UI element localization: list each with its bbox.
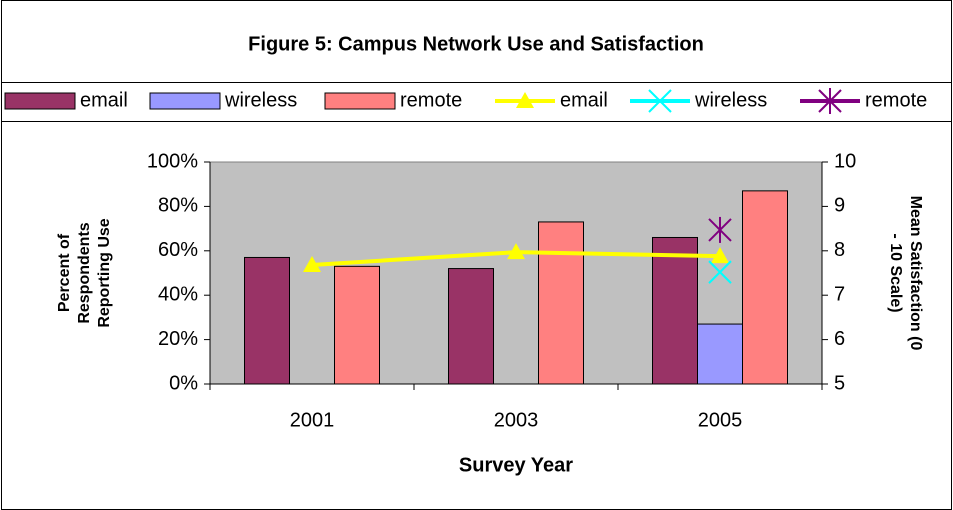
y-tick-label: 60% (158, 239, 198, 261)
x-tick-label: 2005 (698, 409, 743, 431)
legend-label: wireless (224, 89, 297, 111)
legend-label: remote (865, 89, 927, 111)
bar (448, 268, 494, 385)
axis-label-line: Respondents (76, 222, 93, 323)
axis-label: Percent of Respondents Reporting Use (56, 218, 113, 327)
y-tick-label: 40% (158, 283, 198, 305)
axis-label-line: - 10 Scale) (887, 233, 904, 312)
marker-stroke (708, 260, 732, 284)
marker (708, 216, 732, 243)
marker (818, 88, 842, 114)
bar (244, 256, 290, 385)
y-tick-label: 20% (158, 328, 198, 350)
legend-swatch (324, 92, 396, 110)
marker (516, 92, 534, 108)
bar (697, 323, 743, 385)
bar (652, 236, 698, 385)
chart-title: Figure 5: Campus Network Use and Satisfa… (248, 33, 704, 55)
legend-label: email (80, 89, 128, 111)
marker (708, 260, 732, 284)
axis-label: Mean Satisfaction (0- 10 Scale) (887, 196, 924, 351)
x-axis-label: Survey Year (459, 454, 573, 476)
legend-swatch (4, 92, 76, 110)
legend-label: wireless (694, 89, 767, 111)
y2-tick-label: 6 (834, 328, 845, 350)
y-tick-label: 80% (158, 195, 198, 217)
legend-label: remote (400, 89, 462, 111)
x-tick-label: 2003 (494, 409, 539, 431)
legend-swatch (149, 92, 221, 110)
y2-tick-label: 10 (834, 150, 856, 172)
axis-label-line: Mean Satisfaction (0 (907, 196, 924, 351)
y-tick-label: 100% (147, 150, 198, 172)
marker (507, 243, 525, 260)
marker (711, 247, 729, 264)
bar (742, 190, 788, 385)
axis-label-line: Reporting Use (96, 218, 113, 327)
legend-label: email (560, 89, 608, 111)
y2-tick-label: 7 (834, 283, 845, 305)
marker-stroke (648, 89, 672, 113)
bar (334, 265, 380, 385)
bar (538, 221, 584, 385)
y2-tick-label: 9 (834, 195, 845, 217)
axis-label-line: Percent of (56, 233, 73, 312)
marker (303, 256, 321, 273)
y2-tick-label: 8 (834, 239, 845, 261)
marker (648, 89, 672, 113)
x-tick-label: 2001 (290, 409, 335, 431)
y2-tick-label: 5 (834, 372, 845, 394)
y-tick-label: 0% (169, 372, 198, 394)
